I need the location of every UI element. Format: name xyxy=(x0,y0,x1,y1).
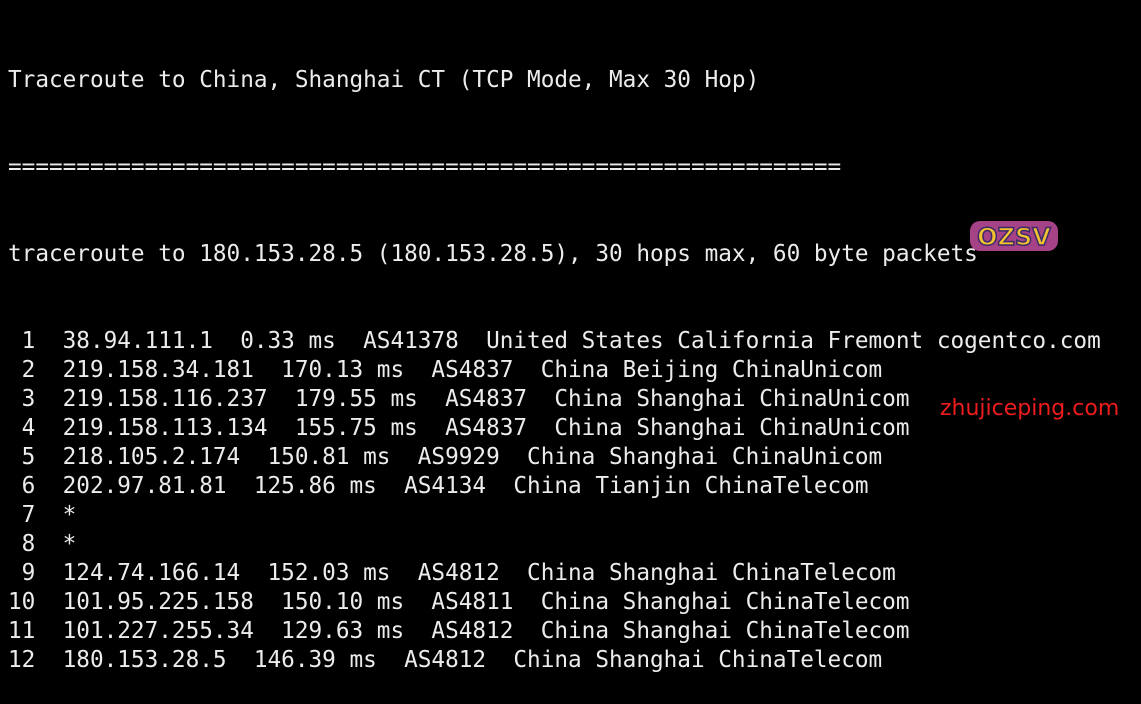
hop-row: 2 219.158.34.181 170.13 ms AS4837 China … xyxy=(8,357,883,383)
hop-row: 1 38.94.111.1 0.33 ms AS41378 United Sta… xyxy=(8,328,1101,354)
hop-row: 9 124.74.166.14 152.03 ms AS4812 China S… xyxy=(8,560,896,586)
terminal-output: Traceroute to China, Shanghai CT (TCP Mo… xyxy=(8,8,1101,704)
hop-row: 11 101.227.255.34 129.63 ms AS4812 China… xyxy=(8,618,910,644)
hop-row: 3 219.158.116.237 179.55 ms AS4837 China… xyxy=(8,386,910,412)
logo-text: OZSV xyxy=(977,223,1051,251)
hop-row: 5 218.105.2.174 150.81 ms AS9929 China S… xyxy=(8,444,883,470)
trace-title: Traceroute to China, Shanghai CT (TCP Mo… xyxy=(8,67,760,93)
hop-list: 1 38.94.111.1 0.33 ms AS41378 United Sta… xyxy=(8,327,1101,675)
separator: ========================================… xyxy=(8,154,842,180)
hop-row: 10 101.95.225.158 150.10 ms AS4811 China… xyxy=(8,589,910,615)
hop-row: 12 180.153.28.5 146.39 ms AS4812 China S… xyxy=(8,647,883,673)
watermark-text: zhujiceping.com xyxy=(940,396,1120,421)
ozsv-logo: OZSV xyxy=(970,221,1058,252)
hop-row: 7 * xyxy=(8,502,77,528)
hop-row: 4 219.158.113.134 155.75 ms AS4837 China… xyxy=(8,415,910,441)
traceroute-header: traceroute to 180.153.28.5 (180.153.28.5… xyxy=(8,241,978,267)
hop-row: 8 * xyxy=(8,531,77,557)
hop-row: 6 202.97.81.81 125.86 ms AS4134 China Ti… xyxy=(8,473,869,499)
